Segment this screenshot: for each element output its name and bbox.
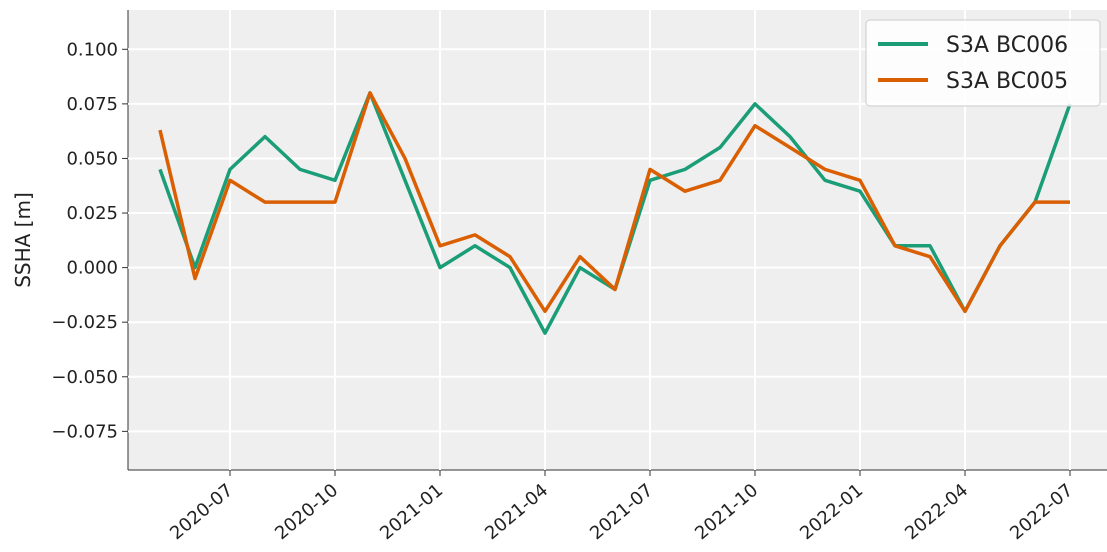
y-tick-label: −0.050 [51, 367, 118, 388]
x-tick-label: 2022-07 [1006, 480, 1077, 544]
x-tick-label: 2020-10 [271, 480, 342, 544]
data-line [158, 91, 1070, 314]
x-tick-label: 2021-04 [481, 480, 552, 544]
y-tick-label: 0.025 [66, 203, 118, 224]
y-tick-label: 0.075 [66, 94, 118, 115]
y-tick-label: −0.025 [51, 312, 118, 333]
y-axis-label: SSHA [m] [11, 192, 35, 288]
x-tick-label: 2021-10 [691, 480, 762, 544]
x-tick-label: 2021-07 [586, 480, 657, 544]
x-tick-label: 2022-04 [901, 480, 972, 544]
y-tick-label: −0.075 [51, 421, 118, 442]
y-tick-label: 0.100 [66, 39, 118, 60]
y-tick-label: 0.050 [66, 148, 118, 169]
legend-label: S3A BC006 [946, 33, 1068, 58]
legend-box [865, 19, 1101, 107]
x-tick-label: 2022-01 [796, 480, 867, 544]
legend-label: S3A BC005 [946, 69, 1068, 94]
x-tick-label: 2020-07 [166, 480, 237, 544]
x-tick-label: 2021-01 [376, 480, 447, 544]
y-tick-label: 0.000 [66, 258, 118, 279]
